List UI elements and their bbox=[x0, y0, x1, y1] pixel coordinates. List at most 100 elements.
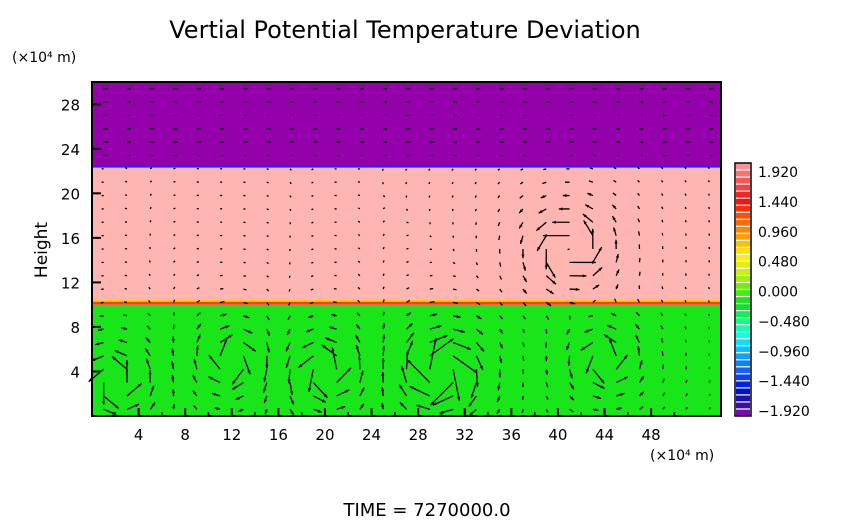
colorbar-swatch bbox=[736, 304, 750, 310]
x-tick-label: 44 bbox=[595, 426, 614, 444]
wind-vector bbox=[358, 182, 360, 183]
wind-vector bbox=[289, 276, 290, 278]
wind-vector bbox=[289, 289, 290, 291]
wind-vector bbox=[174, 168, 176, 169]
wind-vector bbox=[453, 302, 458, 303]
wind-vector bbox=[453, 276, 456, 277]
wind-vector bbox=[407, 262, 409, 263]
x-tick-label: 48 bbox=[642, 426, 661, 444]
x-tick-label: 28 bbox=[409, 426, 428, 444]
colorbar-swatch bbox=[736, 241, 750, 247]
wind-vector bbox=[125, 262, 127, 263]
wind-vector bbox=[311, 182, 313, 183]
wind-vector bbox=[123, 315, 127, 316]
colorbar-label: 0.480 bbox=[758, 255, 798, 271]
y-units-label: (×10⁴ m) bbox=[12, 50, 76, 66]
wind-vector bbox=[709, 301, 710, 303]
x-axis-label: (×10⁴ m) bbox=[650, 448, 714, 464]
wind-vector bbox=[311, 222, 313, 223]
colorbar-swatch bbox=[736, 297, 750, 303]
colorbar-swatch bbox=[736, 248, 750, 254]
wind-vector bbox=[429, 169, 430, 171]
colorbar-swatch bbox=[736, 332, 750, 338]
wind-vector bbox=[709, 314, 710, 316]
wind-vector bbox=[267, 209, 269, 210]
colorbar-label: 1.440 bbox=[758, 195, 798, 211]
wind-vector bbox=[685, 180, 686, 182]
wind-vector bbox=[709, 207, 710, 209]
wind-vector bbox=[662, 207, 663, 209]
wind-vector bbox=[290, 209, 291, 211]
wind-vector bbox=[709, 394, 710, 396]
colorbar-swatch bbox=[736, 220, 750, 226]
wind-vector bbox=[685, 340, 686, 343]
colorbar-swatch bbox=[736, 374, 750, 380]
wind-vector bbox=[358, 208, 360, 209]
colorbar-swatch bbox=[736, 388, 750, 394]
wind-vector bbox=[311, 289, 314, 290]
x-tick-label: 8 bbox=[180, 426, 190, 444]
wind-vector bbox=[453, 289, 456, 290]
wind-vector bbox=[383, 287, 384, 289]
colorbar-swatch bbox=[736, 403, 750, 409]
colorbar-swatch bbox=[736, 178, 750, 184]
wind-vector bbox=[243, 289, 246, 290]
wind-vector bbox=[452, 182, 453, 184]
wind-vector bbox=[311, 249, 313, 250]
x-tick-label: 32 bbox=[455, 426, 474, 444]
colorbar-swatch bbox=[736, 234, 750, 240]
wind-vector bbox=[543, 169, 546, 170]
wind-vector bbox=[589, 316, 593, 317]
colorbar-label: −1.440 bbox=[758, 374, 810, 390]
wind-vector bbox=[243, 276, 246, 277]
wind-vector bbox=[429, 196, 430, 198]
wind-vector bbox=[311, 236, 313, 237]
time-footer: TIME = 7270000.0 bbox=[342, 500, 510, 519]
wind-vector bbox=[452, 196, 453, 198]
wind-vector bbox=[663, 364, 664, 369]
wind-vector bbox=[311, 209, 313, 210]
y-tick-label: 28 bbox=[61, 96, 80, 114]
wind-vector bbox=[197, 248, 199, 249]
x-tick-label: 4 bbox=[134, 426, 144, 444]
wind-vector bbox=[220, 302, 224, 303]
heatmap-band bbox=[92, 82, 721, 167]
wind-vector bbox=[383, 247, 384, 249]
colorbar-swatch bbox=[736, 318, 750, 324]
wind-vector bbox=[125, 289, 127, 290]
wind-vector bbox=[476, 222, 477, 225]
x-tick-label: 20 bbox=[315, 426, 334, 444]
colorbar-swatch bbox=[736, 255, 750, 261]
wind-vector bbox=[267, 182, 269, 183]
wind-vector bbox=[662, 220, 663, 222]
wind-vector bbox=[174, 312, 175, 315]
colorbar-swatch bbox=[736, 192, 750, 198]
wind-vector bbox=[174, 181, 176, 182]
colorbar-swatch bbox=[736, 367, 750, 373]
colorbar-swatch bbox=[736, 339, 750, 345]
colorbar-swatch bbox=[736, 269, 750, 275]
y-tick-label: 8 bbox=[70, 319, 80, 337]
wind-vector bbox=[383, 299, 384, 302]
colorbar-swatch bbox=[736, 346, 750, 352]
x-tick-label: 40 bbox=[548, 426, 567, 444]
wind-vector bbox=[267, 236, 269, 237]
wind-vector bbox=[197, 222, 199, 223]
wind-vector bbox=[639, 231, 640, 235]
colorbar-label: −0.960 bbox=[758, 344, 810, 360]
colorbar-swatch bbox=[736, 199, 750, 205]
wind-vector bbox=[174, 208, 176, 209]
wind-vector bbox=[197, 262, 199, 263]
colorbar-swatch bbox=[736, 381, 750, 387]
wind-vector bbox=[685, 194, 686, 196]
wind-vector bbox=[383, 234, 384, 236]
wind-vector bbox=[267, 222, 269, 223]
wind-vector bbox=[570, 316, 571, 320]
wind-vector bbox=[333, 302, 337, 303]
colorbar-label: −1.920 bbox=[758, 404, 810, 420]
boundary-layer bbox=[92, 166, 721, 168]
colorbar-label: 1.920 bbox=[758, 165, 798, 181]
wind-vector bbox=[358, 195, 360, 196]
wind-vector bbox=[383, 260, 384, 262]
